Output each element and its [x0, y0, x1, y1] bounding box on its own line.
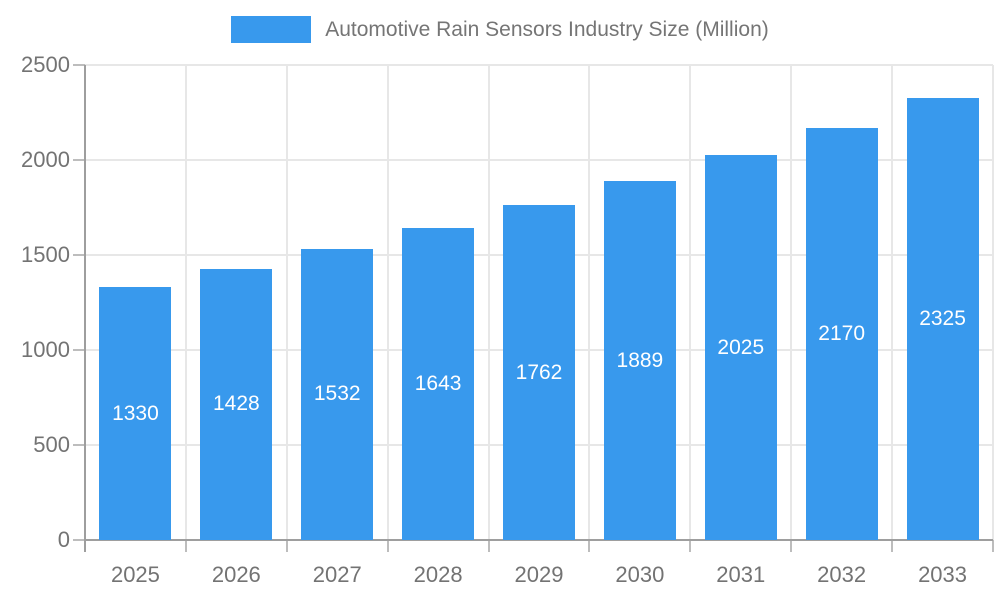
y-axis-line [84, 65, 86, 552]
x-axis-line [85, 539, 993, 541]
bar-value-label: 1643 [414, 371, 462, 395]
bar [704, 155, 777, 540]
legend-item[interactable]: Automotive Rain Sensors Industry Size (M… [231, 16, 769, 43]
y-tick-label: 2000 [21, 147, 70, 172]
v-gridline [487, 65, 490, 540]
y-tick-label: 1000 [21, 337, 70, 362]
bar [603, 181, 676, 540]
x-axis-tick [891, 540, 894, 552]
x-tick-label: 2032 [817, 562, 867, 587]
bar-value-label: 1532 [313, 382, 361, 406]
bar-value-label: 2170 [818, 321, 866, 345]
v-gridline [184, 65, 187, 540]
bar-value-label: 2025 [717, 335, 765, 359]
bar [200, 268, 273, 540]
x-axis-tick [689, 540, 692, 552]
x-tick-label: 2028 [413, 562, 463, 587]
x-tick-label: 2027 [312, 562, 362, 587]
y-axis-tick [73, 444, 85, 446]
bar [402, 227, 475, 540]
y-tick-label: 2500 [21, 52, 70, 77]
y-axis-tick [73, 254, 85, 256]
y-axis-tick [73, 539, 85, 541]
x-axis-tick [184, 540, 187, 552]
legend-color-swatch [231, 16, 312, 43]
bar [503, 205, 575, 540]
x-tick-label: 2026 [211, 562, 261, 587]
x-tick-label: 2033 [918, 562, 968, 587]
x-tick-label: 2025 [110, 562, 160, 587]
y-axis-tick [73, 349, 85, 351]
bar-value-label: 1428 [212, 392, 260, 416]
y-tick-label: 1500 [21, 242, 70, 267]
y-tick-label: 500 [33, 432, 70, 457]
x-tick-label: 2031 [716, 562, 766, 587]
x-axis-tick [487, 540, 490, 552]
v-gridline [992, 65, 994, 540]
bar [906, 98, 979, 540]
y-tick-label: 0 [57, 527, 70, 552]
v-gridline [588, 65, 591, 540]
bar-value-label: 1889 [616, 348, 664, 372]
bar-value-label: 1762 [515, 360, 563, 384]
x-tick-label: 2029 [514, 562, 564, 587]
h-gridline [85, 64, 993, 66]
x-tick-label: 2030 [615, 562, 665, 587]
x-axis-tick [790, 540, 793, 552]
y-axis-tick [73, 159, 85, 161]
v-gridline [790, 65, 793, 540]
x-axis-tick [285, 540, 288, 552]
bar [99, 287, 172, 540]
h-gridline [85, 159, 993, 161]
legend-series-label: Automotive Rain Sensors Industry Size (M… [325, 17, 769, 41]
v-gridline [386, 65, 389, 540]
bar-value-label: 2325 [919, 307, 966, 331]
v-gridline [891, 65, 894, 540]
bar [805, 127, 878, 540]
x-axis-tick [588, 540, 591, 552]
y-axis-tick [73, 64, 85, 66]
bar-value-label: 1330 [112, 401, 159, 425]
bar [301, 248, 374, 540]
x-axis-tick [386, 540, 389, 552]
v-gridline [285, 65, 288, 540]
x-axis-tick [992, 540, 994, 552]
v-gridline [689, 65, 692, 540]
chart-legend: Automotive Rain Sensors Industry Size (M… [0, 16, 1000, 43]
